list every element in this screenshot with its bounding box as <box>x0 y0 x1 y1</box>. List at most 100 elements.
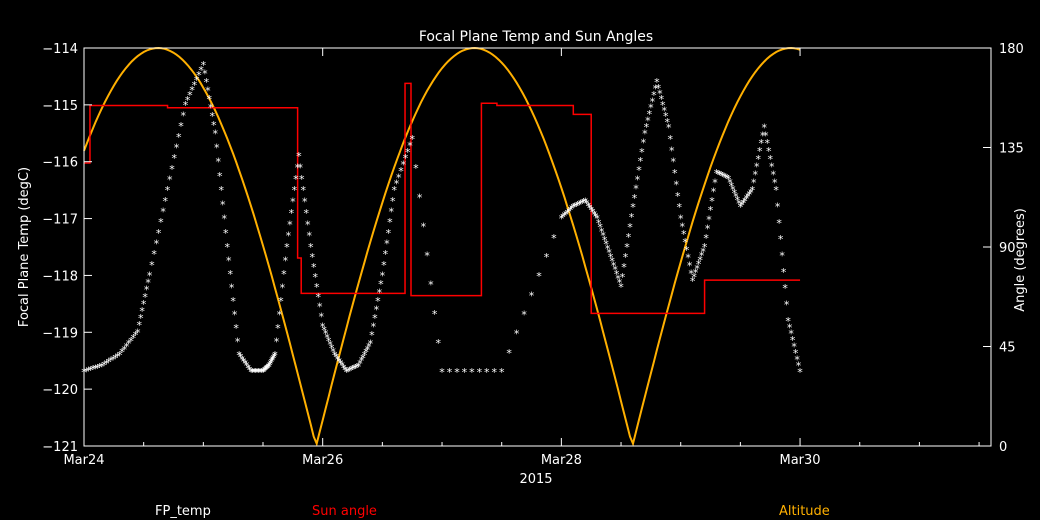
fp-temp-point: * <box>151 248 157 261</box>
fp-temp-point: * <box>284 241 290 254</box>
fp-temp-point: * <box>626 231 632 244</box>
fp-temp-point: * <box>720 170 726 183</box>
y-left-tick-label: −114 <box>42 42 78 57</box>
fp-temp-point: * <box>286 230 292 243</box>
fp-temp-point: * <box>218 184 224 197</box>
fp-temp-point: * <box>136 319 142 332</box>
fp-temp-point: * <box>115 350 121 363</box>
fp-temp-point: * <box>726 173 732 186</box>
fp-temp-point: * <box>651 89 657 102</box>
fp-temp-point: * <box>681 228 687 241</box>
fp-temp-point: * <box>739 199 745 212</box>
fp-temp-point: * <box>682 236 688 249</box>
fp-temp-point: * <box>600 230 606 243</box>
fp-temp-point: * <box>638 155 644 168</box>
fp-temp-point: * <box>369 329 375 342</box>
fp-temp-point: * <box>796 360 802 373</box>
fp-temp-point: * <box>594 213 600 226</box>
fp-temp-point: * <box>271 352 277 365</box>
fp-temp-point: * <box>208 102 214 115</box>
fp-temp-point: * <box>669 144 675 157</box>
fp-temp-point: * <box>135 326 141 339</box>
fp-temp-point: * <box>380 269 386 282</box>
fp-temp-point: * <box>383 248 389 261</box>
fp-temp-point: * <box>147 269 153 282</box>
fp-temp-point: * <box>718 169 724 182</box>
fp-temp-point: * <box>270 353 276 366</box>
fp-temp-point: * <box>296 150 302 163</box>
fp-temp-point: * <box>597 221 603 234</box>
fp-temp-point: * <box>744 193 750 206</box>
fp-temp-point: * <box>311 261 317 274</box>
fp-temp-point: * <box>130 332 136 345</box>
fp-temp-point: * <box>678 213 684 226</box>
fp-temp-point: * <box>514 328 520 341</box>
fp-temp-point: * <box>341 362 347 375</box>
fp-temp-point: * <box>363 346 369 359</box>
fp-temp-point: * <box>261 365 267 378</box>
fp-temp-point: * <box>372 312 378 325</box>
fp-temp-point: * <box>521 309 527 322</box>
fp-temp-point: * <box>101 359 107 372</box>
fp-temp-point: * <box>92 363 98 376</box>
fp-temp-point: * <box>266 360 272 373</box>
fp-temp-point: * <box>721 171 727 184</box>
fp-temp-point: * <box>630 201 636 214</box>
fp-temp-point: * <box>354 361 360 374</box>
fp-temp-point: * <box>580 197 586 210</box>
fp-temp-point: * <box>766 145 772 158</box>
fp-temp-point: * <box>154 237 160 250</box>
fp-temp-point: * <box>318 311 324 324</box>
fp-temp-point: * <box>750 184 756 197</box>
fp-temp-point: * <box>211 119 217 132</box>
y-right-tick-label: 0 <box>999 440 1007 455</box>
fp-temp-point: * <box>705 223 711 236</box>
fp-temp-point: * <box>439 366 445 379</box>
fp-temp-point: * <box>396 171 402 184</box>
fp-temp-point: * <box>617 277 623 290</box>
fp-temp-point: * <box>227 268 233 281</box>
fp-temp-point: * <box>741 197 747 210</box>
fp-temp-point: * <box>654 76 660 89</box>
fp-temp-point: * <box>405 146 411 159</box>
fp-temp-point: * <box>339 360 345 373</box>
fp-temp-point: * <box>323 328 329 341</box>
fp-temp-point: * <box>353 362 359 375</box>
fp-temp-point: * <box>593 210 599 223</box>
fp-temp-point: * <box>138 312 144 325</box>
x-tick-label: Mar30 <box>780 453 821 468</box>
fp-temp-point: * <box>793 347 799 360</box>
fp-temp-point: * <box>621 261 627 274</box>
fp-temp-point: * <box>578 198 584 211</box>
fp-temp-point: * <box>366 341 372 354</box>
fp-temp-point: * <box>736 198 742 211</box>
fp-temp-point: * <box>428 279 434 292</box>
fp-temp-point: * <box>375 295 381 308</box>
fp-temp-point: * <box>160 205 166 218</box>
fp-temp-point: * <box>97 361 103 374</box>
fp-temp-point: * <box>304 207 310 220</box>
fp-temp-point: * <box>779 250 785 263</box>
fp-temp-point: * <box>708 204 714 217</box>
fp-temp-point: * <box>149 259 155 272</box>
fp-temp-point: * <box>648 102 654 115</box>
fp-temp-point: * <box>633 183 639 196</box>
fp-temp-point: * <box>790 334 796 347</box>
fp-temp-point: * <box>615 272 621 285</box>
fp-temp-point: * <box>183 99 189 112</box>
legend-altitude: Altitude <box>779 504 830 519</box>
fp-temp-point: * <box>330 345 336 358</box>
y-axis-left-label: Focal Plane Temp (degC) <box>17 167 32 327</box>
fp-temp-point: * <box>298 161 304 174</box>
fp-temp-point: * <box>245 362 251 375</box>
fp-temp-point: * <box>233 322 239 335</box>
fp-temp-point: * <box>302 196 308 209</box>
fp-temp-point: * <box>384 237 390 250</box>
fp-temp-point: * <box>214 142 220 155</box>
fp-temp-point: * <box>301 184 307 197</box>
fp-temp-point: * <box>389 205 395 218</box>
fp-temp-point: * <box>180 110 186 123</box>
fp-temp-point: * <box>733 191 739 204</box>
fp-temp-point: * <box>281 268 287 281</box>
